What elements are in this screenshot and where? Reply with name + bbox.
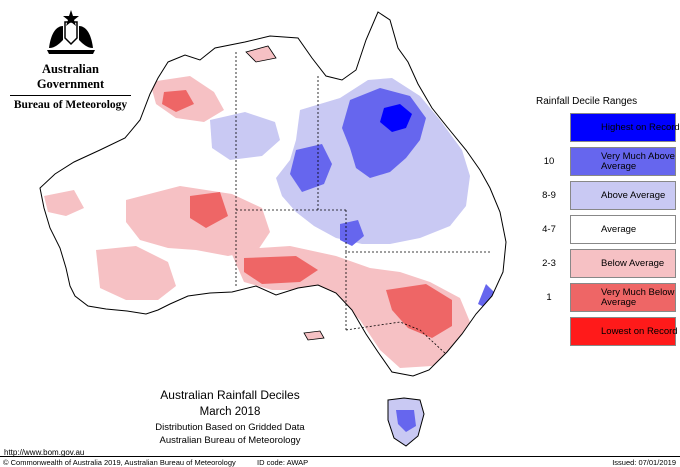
legend-row-very-much-above: 10 Very Much Above Average <box>532 147 678 176</box>
legend-row-lowest: Lowest on Record <box>532 317 678 346</box>
government-title: Australian Government <box>36 62 105 91</box>
legend-range: 4-7 <box>542 224 556 235</box>
legend-label: Lowest on Record <box>601 325 678 337</box>
legend-row-below: 2-3 Below Average <box>532 249 678 278</box>
map-title: Australian Rainfall Deciles <box>160 388 300 402</box>
tasmania-above-average-core <box>396 410 416 432</box>
legend-row-average: 4-7 Average <box>532 215 678 244</box>
legend-range: 8-9 <box>542 190 556 201</box>
legend-swatch-very-much-below <box>570 283 676 312</box>
legend-label: Below Average <box>601 257 665 269</box>
issued-date-text: Issued: 07/01/2019 <box>612 458 676 467</box>
mainland-coastline <box>39 11 507 377</box>
decile-regions <box>44 76 496 368</box>
bureau-title: Bureau of Meteorology <box>13 99 128 111</box>
bom-website-url: http://www.bom.gov.au <box>4 448 85 457</box>
legend-swatch-average <box>570 215 676 244</box>
legend-swatch-below <box>570 249 676 278</box>
legend-range <box>532 113 566 142</box>
legend-label: Highest on Record <box>601 121 680 133</box>
legend: Highest on Record 10 Very Much Above Ave… <box>532 113 680 351</box>
map-subtitle-2: Australian Bureau of Meteorology <box>159 435 301 446</box>
kangaroo-island <box>303 330 325 341</box>
legend-label: Very Much Above Average <box>601 150 675 172</box>
below-average-region-west-coast <box>44 190 84 216</box>
tiwi-islands <box>245 45 277 63</box>
legend-swatch-highest <box>570 113 676 142</box>
very-much-below-average-region-south-australia <box>244 256 318 284</box>
highest-on-record-region <box>380 104 412 132</box>
copyright-text: © Commonwealth of Australia 2019, Austra… <box>3 458 236 467</box>
very-much-below-average-region-victoria-nsw <box>386 284 452 338</box>
below-average-region-south-west <box>96 246 176 300</box>
legend-label: Very Much Below Average <box>601 286 675 308</box>
legend-swatch-lowest <box>570 317 676 346</box>
legend-range: 1 <box>546 292 552 303</box>
very-much-above-average-region-central <box>290 144 332 192</box>
legend-row-highest: Highest on Record <box>532 113 680 142</box>
legend-title: Rainfall Decile Ranges <box>536 96 638 107</box>
map-subtitle-1: Distribution Based on Gridded Data <box>155 422 305 433</box>
border-nsw-vic <box>345 321 447 355</box>
above-average-region-northern-territory <box>210 112 280 160</box>
footer-divider <box>0 456 680 457</box>
legend-label: Above Average <box>601 189 666 201</box>
coat-of-arms-icon <box>46 10 95 54</box>
legend-swatch-very-much-above <box>570 147 676 176</box>
legend-range <box>532 317 566 346</box>
footer: © Commonwealth of Australia 2019, Austra… <box>0 458 680 467</box>
legend-row-above: 8-9 Above Average <box>532 181 678 210</box>
legend-swatch-above <box>570 181 676 210</box>
very-much-below-average-region-north <box>162 90 194 112</box>
id-code-text: ID code: AWAP <box>257 458 309 467</box>
state-borders <box>235 52 490 355</box>
legend-range: 2-3 <box>542 258 556 269</box>
government-branding: Australian Government Bureau of Meteorol… <box>8 8 133 111</box>
map-caption: Australian Rainfall Deciles March 2018 D… <box>130 388 330 446</box>
map-period: March 2018 <box>199 406 261 418</box>
legend-range: 10 <box>543 156 555 167</box>
very-much-below-average-region-west <box>190 192 228 228</box>
legend-row-very-much-below: 1 Very Much Below Average <box>532 283 678 312</box>
header-divider <box>10 95 131 96</box>
legend-label: Average <box>601 223 637 235</box>
